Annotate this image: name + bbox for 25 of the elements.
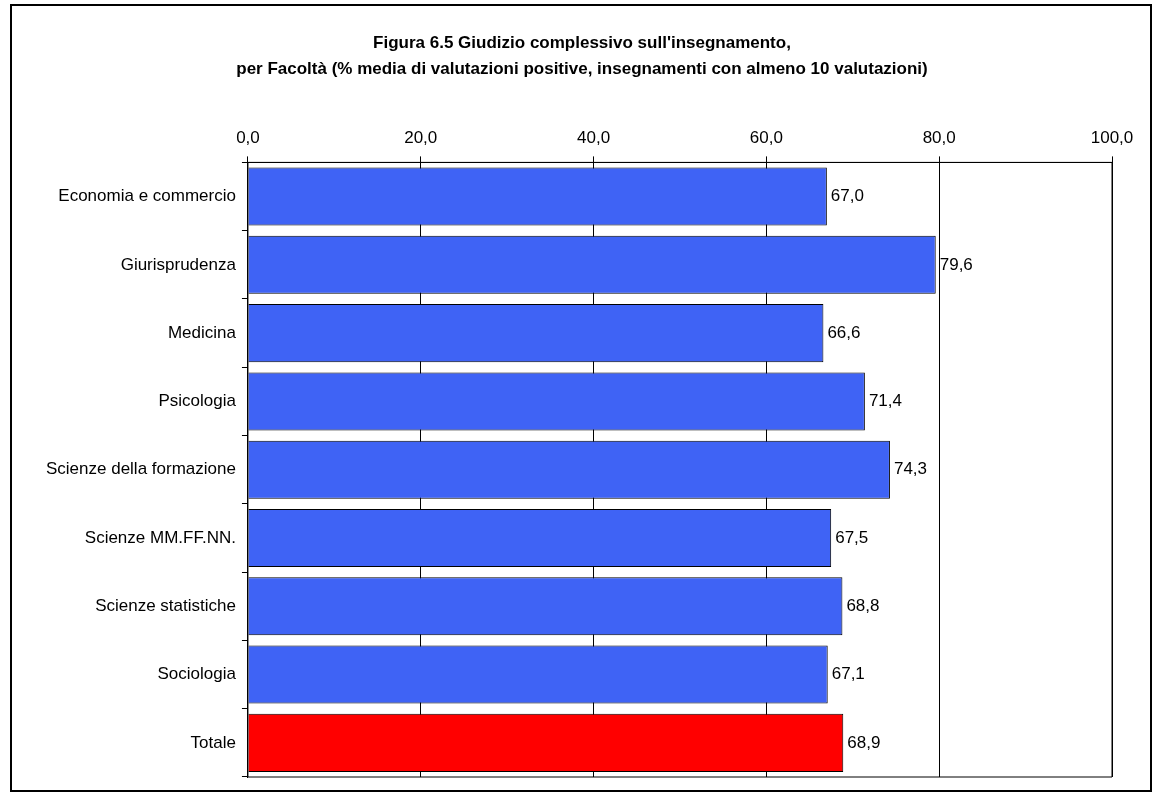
x-tick-label: 20,0 [404, 127, 438, 147]
y-tick-label: Psicologia [158, 391, 237, 411]
data-label: 67,0 [830, 186, 864, 206]
chart-title: Figura 6.5 Giudizio complessivo sull'insegnamento, per Facoltà (% media di valutazioni positive, insegnamenti con almeno 10 valutazioni) [236, 33, 928, 78]
x-tick-label: 0,0 [236, 127, 260, 147]
y-tick-label: Medicina [167, 322, 237, 342]
data-label: 74,3 [893, 459, 928, 479]
x-tick-label: 80,0 [922, 127, 956, 147]
y-tick-label: Totale [190, 732, 236, 752]
y-tick-label: Giurisprudenza [120, 254, 237, 274]
y-tick-label: Scienze della formazione [45, 459, 236, 479]
data-label: 66,6 [827, 322, 861, 342]
data-label: 68,9 [847, 732, 881, 752]
x-tick-label: 40,0 [577, 127, 611, 147]
x-tick-label: 100,0 [1090, 127, 1134, 147]
data-label: 79,6 [939, 254, 973, 274]
y-tick-label: Scienze MM.FF.NN. [84, 527, 236, 547]
data-label: 67,5 [835, 527, 869, 547]
x-tick-label: 60,0 [749, 127, 783, 147]
data-label: 71,4 [868, 391, 902, 411]
data-label: 68,8 [846, 595, 880, 615]
y-tick-label: Sociologia [157, 664, 237, 684]
y-tick-label: Scienze statistiche [95, 595, 236, 615]
data-label: 67,1 [831, 664, 865, 684]
y-tick-label: Economia e commercio [58, 186, 236, 206]
